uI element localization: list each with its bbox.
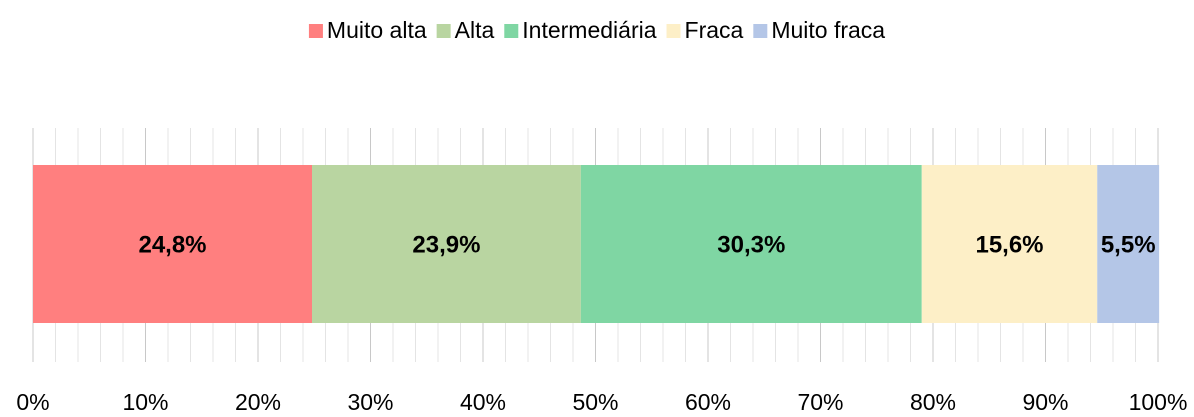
- legend-label: Muito alta: [327, 17, 427, 43]
- legend-swatch: [436, 24, 451, 38]
- legend-label: Intermediária: [522, 17, 656, 43]
- x-tick-label: 40%: [460, 389, 506, 415]
- data-label: 5,5%: [1101, 231, 1156, 258]
- legend-swatch: [666, 24, 681, 38]
- x-tick-label: 10%: [122, 389, 168, 415]
- bar-segment: [1097, 165, 1160, 323]
- x-tick-label: 30%: [347, 389, 393, 415]
- bar-segment: [33, 165, 312, 323]
- x-tick-label: 90%: [1022, 389, 1068, 415]
- data-label: 23,9%: [412, 231, 480, 258]
- legend-swatch: [504, 24, 519, 38]
- data-label: 30,3%: [717, 231, 785, 258]
- x-tick-label: 70%: [797, 389, 843, 415]
- x-tick-label: 100%: [1129, 389, 1188, 415]
- legend-label: Alta: [455, 17, 495, 43]
- legend-label: Muito fraca: [771, 17, 885, 43]
- legend: Muito alta Alta Intermediária Fraca Muito fr…: [308, 17, 885, 43]
- data-label: 24,8%: [138, 231, 206, 258]
- data-label: 15,6%: [975, 231, 1043, 258]
- x-tick-label: 50%: [572, 389, 618, 415]
- legend-swatch: [753, 24, 768, 38]
- x-tick-label: 0%: [16, 389, 49, 415]
- bar-segment: [312, 165, 581, 323]
- legend-swatch: [308, 24, 323, 38]
- x-tick-label: 60%: [685, 389, 731, 415]
- x-tick-label: 80%: [910, 389, 956, 415]
- bar-segment: [921, 165, 1098, 323]
- bar-segment: [580, 165, 922, 323]
- x-tick-label: 20%: [235, 389, 281, 415]
- legend-label: Fraca: [685, 17, 744, 43]
